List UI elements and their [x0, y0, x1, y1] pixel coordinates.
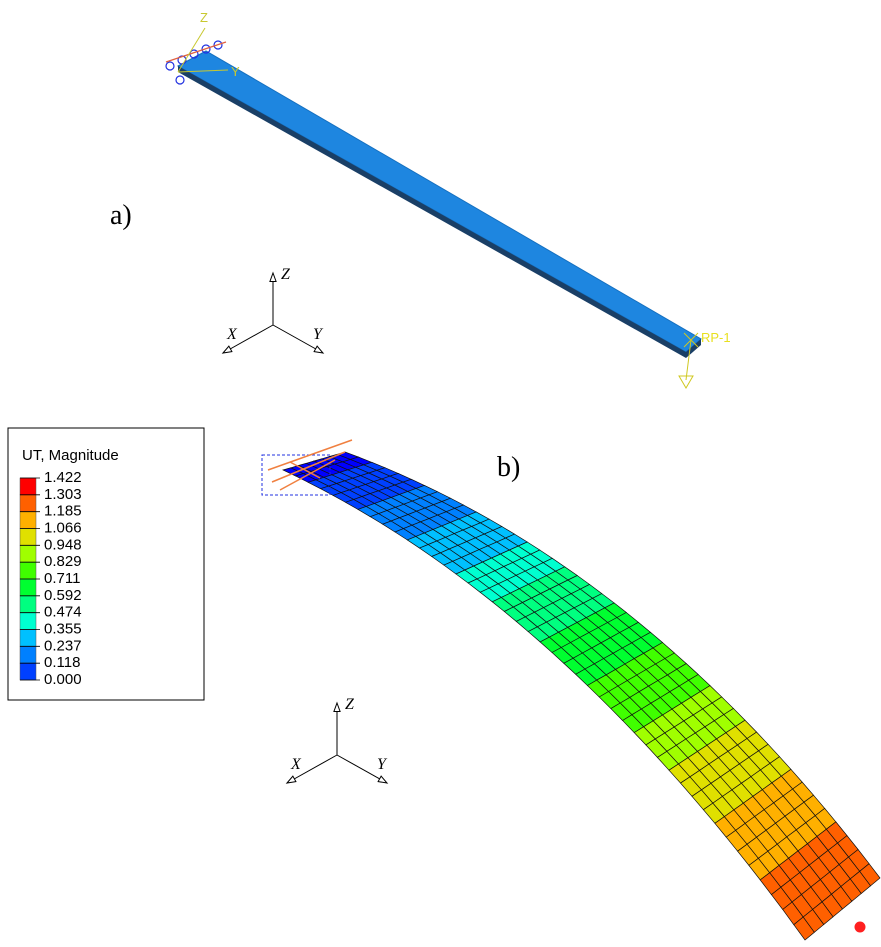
arrow-head: [334, 703, 340, 711]
color-swatch: [20, 529, 36, 546]
legend: UT, Magnitude 1.4221.3031.1851.0660.9480…: [8, 428, 204, 700]
arrow-head: [378, 776, 387, 783]
axis-label: Z: [281, 266, 291, 283]
axis-label: Y: [231, 64, 240, 79]
legend-label: 0.948: [44, 536, 82, 553]
rp-label: RP-1: [701, 330, 731, 345]
axis-label: Y: [313, 326, 324, 343]
arrow-head: [223, 346, 232, 353]
legend-label: 0.829: [44, 553, 82, 570]
view-triad: Z X Y: [287, 696, 388, 783]
color-swatch: [20, 630, 36, 647]
legend-label: 0.237: [44, 637, 82, 654]
legend-label: 1.066: [44, 519, 82, 536]
color-swatch: [20, 663, 36, 680]
arrow-head: [287, 776, 296, 783]
color-swatch: [20, 613, 36, 630]
legend-label: 0.355: [44, 620, 82, 637]
arrow-head: [270, 273, 276, 281]
color-swatch: [20, 495, 36, 512]
color-swatch: [20, 478, 36, 495]
color-swatch: [20, 562, 36, 579]
color-swatch: [20, 512, 36, 529]
color-bar: 1.4221.3031.1851.0660.9480.8290.7110.592…: [20, 469, 82, 688]
legend-title: UT, Magnitude: [22, 447, 119, 464]
legend-label: 0.711: [44, 570, 80, 587]
color-swatch: [20, 579, 36, 596]
beam-undeformed: [178, 51, 701, 358]
axis-label: X: [226, 326, 238, 343]
legend-label: 0.118: [44, 654, 80, 671]
legend-label: 1.303: [44, 486, 82, 503]
axis-label: Z: [345, 696, 355, 713]
axis-label: X: [290, 756, 302, 773]
node-marker: [854, 921, 866, 933]
view-triad: Z X Y: [223, 266, 324, 353]
legend-label: 0.592: [44, 587, 82, 604]
axis-label: Y: [377, 756, 388, 773]
legend-label: 0.000: [44, 671, 82, 688]
color-swatch: [20, 646, 36, 663]
panel-label: a): [110, 200, 132, 231]
axis-label: Z: [200, 10, 208, 25]
color-swatch: [20, 596, 36, 613]
legend-label: 0.474: [44, 604, 82, 621]
arrow-head: [314, 346, 323, 353]
color-swatch: [20, 545, 36, 562]
legend-box: [8, 428, 204, 700]
legend-label: 1.185: [44, 503, 82, 520]
page: {"panel_a": {"label": "a)", "model_triad…: [0, 0, 881, 947]
panel-label: b): [497, 452, 520, 483]
beam-deformed: [283, 452, 880, 940]
legend-label: 1.422: [44, 469, 82, 486]
figure: Z Y RP-1 a) ZXY b) UT, Magnitude 1.4221.…: [0, 0, 881, 947]
